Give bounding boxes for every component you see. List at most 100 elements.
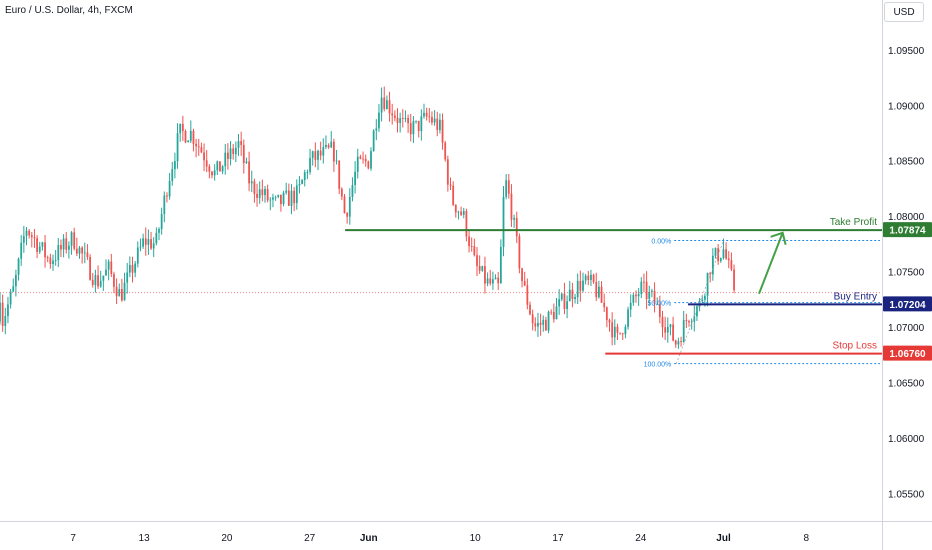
- candle-down: [521, 268, 523, 282]
- candle-down: [81, 247, 84, 254]
- candle-up: [187, 140, 190, 143]
- candle-up: [41, 242, 44, 247]
- candle-down: [293, 190, 296, 204]
- candle-down: [571, 289, 574, 300]
- candle-up: [250, 181, 253, 184]
- candle-down: [409, 123, 412, 135]
- candle-down: [454, 204, 457, 213]
- candle-up: [298, 183, 301, 186]
- candle-down: [616, 326, 619, 333]
- candle-down: [635, 294, 637, 297]
- level-price-badge-text: 1.07204: [889, 300, 926, 311]
- candle-up: [179, 123, 182, 134]
- time-tick-label: 27: [304, 533, 316, 544]
- projection-arrow-icon: [758, 231, 787, 295]
- candle-down: [550, 311, 553, 313]
- level-price-badge: 1.06760: [883, 345, 932, 361]
- candle-up: [68, 245, 70, 250]
- candle-down: [733, 269, 735, 291]
- candle-up: [107, 261, 110, 270]
- candle-down: [497, 277, 500, 284]
- candle-up: [83, 252, 86, 254]
- candle-down: [545, 319, 547, 331]
- candle-down: [643, 281, 645, 283]
- candle-down: [664, 327, 667, 333]
- level-name-label: Buy Entry: [834, 291, 877, 302]
- time-tick-label: 10: [470, 533, 482, 544]
- fib-level-label: 100.00%: [644, 362, 672, 369]
- candle-up: [598, 286, 600, 298]
- candle-up: [152, 243, 155, 249]
- candle-up: [301, 180, 303, 184]
- candle-up: [303, 172, 306, 181]
- candle-down: [460, 211, 462, 215]
- candle-up: [505, 180, 508, 197]
- time-tick-label: Jul: [716, 533, 731, 544]
- candle-down: [526, 285, 529, 305]
- candle-down: [205, 160, 208, 167]
- candle-up: [94, 275, 97, 286]
- candle-up: [128, 264, 131, 273]
- candle-up: [537, 322, 539, 327]
- candle-down: [1, 302, 4, 326]
- candle-down: [383, 97, 386, 110]
- candle-down: [287, 190, 290, 206]
- candle-up: [118, 289, 121, 297]
- candle-up: [576, 280, 579, 298]
- candle-down: [592, 274, 595, 283]
- candle-up: [566, 301, 568, 309]
- candle-down: [452, 185, 455, 205]
- price-tick-label: 1.06500: [888, 378, 925, 389]
- candle-down: [523, 281, 526, 286]
- candle-down: [391, 113, 394, 116]
- candle-up: [648, 291, 651, 299]
- candle-down: [49, 257, 52, 265]
- candle-up: [704, 295, 706, 300]
- candle-up: [264, 189, 266, 196]
- level-name-label: Take Profit: [830, 217, 877, 228]
- time-tick-label: 13: [139, 533, 151, 544]
- candle-up: [158, 229, 160, 233]
- candle-down: [211, 171, 213, 176]
- price-tick-label: 1.07000: [888, 323, 925, 334]
- candle-down: [478, 266, 481, 271]
- candle-down: [110, 261, 113, 275]
- candle-down: [327, 144, 330, 148]
- candle-down: [529, 304, 531, 315]
- candle-down: [709, 272, 712, 275]
- candle-up: [462, 210, 465, 215]
- candle-up: [706, 272, 709, 296]
- candle-up: [719, 257, 722, 262]
- candle-up: [15, 274, 17, 287]
- candle-up: [492, 279, 494, 284]
- candle-up: [325, 144, 327, 148]
- candle-down: [619, 332, 621, 334]
- candle-down: [515, 218, 518, 237]
- currency-selector[interactable]: USD: [884, 2, 924, 22]
- candle-up: [57, 245, 60, 261]
- fib-trend-line: [675, 240, 724, 364]
- candle-down: [242, 144, 245, 164]
- candle-up: [20, 242, 23, 259]
- candle-up: [502, 196, 505, 247]
- candle-down: [343, 196, 346, 214]
- level-price-badge: 1.07204: [883, 296, 932, 312]
- candle-down: [44, 242, 46, 258]
- time-tick-label: 24: [635, 533, 647, 544]
- candle-up: [17, 258, 20, 275]
- candle-down: [30, 235, 33, 238]
- candle-up: [168, 181, 171, 197]
- candle-down: [444, 142, 447, 160]
- candle-down: [518, 236, 521, 269]
- candle-up: [481, 266, 484, 271]
- candle-up: [322, 147, 325, 156]
- candle-down: [388, 100, 391, 114]
- candle-up: [386, 100, 388, 110]
- candle-up: [99, 280, 102, 287]
- candle-up: [351, 185, 354, 198]
- candle-up: [139, 246, 142, 248]
- candle-up: [584, 275, 587, 281]
- candle-down: [253, 181, 256, 194]
- candle-up: [189, 130, 192, 141]
